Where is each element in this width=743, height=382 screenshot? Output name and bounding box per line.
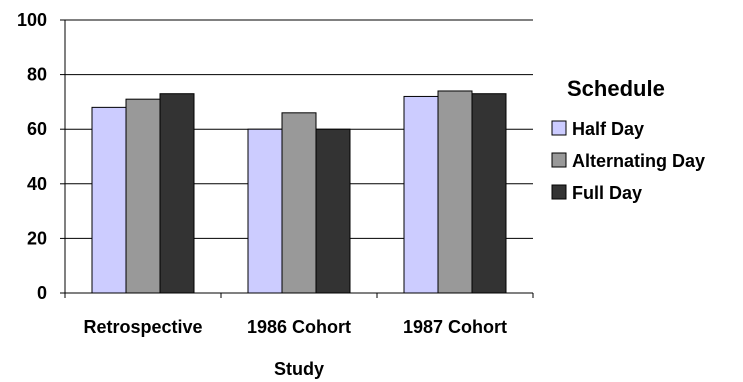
legend-label: Full Day [572,183,642,203]
bar-full-day [471,93,507,294]
legend-swatch [551,184,567,200]
y-tick-label: 40 [27,174,47,194]
legend: Schedule Half Day Alternating Day Full Day [551,76,705,203]
x-tick-labels: Retrospective 1986 Cohort 1987 Cohort [83,317,507,337]
y-tick-label: 60 [27,119,47,139]
axes [64,20,533,294]
bar-alternating-day [437,90,473,294]
x-tick-label: 1987 Cohort [403,317,507,337]
bar-full-day [159,93,195,294]
bar-alternating-day [125,98,161,294]
bar-full-day [315,128,351,294]
y-tick-label: 0 [37,283,47,303]
bar-half-day [403,95,439,294]
legend-swatch [551,120,567,136]
y-tick-label: 20 [27,228,47,248]
legend-title: Schedule [567,76,665,101]
bar-half-day [91,106,127,294]
legend-label: Alternating Day [572,151,705,171]
y-tick-label: 80 [27,65,47,85]
bars [91,90,507,294]
x-tick-label: Retrospective [83,317,202,337]
x-axis-title: Study [274,359,324,379]
y-tick-labels: 0 20 40 60 80 100 [17,10,534,303]
legend-label: Half Day [572,119,644,139]
y-tick-label: 100 [17,10,47,30]
bar-half-day [247,128,283,294]
bar-alternating-day [281,112,317,294]
legend-swatch [551,152,567,168]
x-tick-label: 1986 Cohort [247,317,351,337]
